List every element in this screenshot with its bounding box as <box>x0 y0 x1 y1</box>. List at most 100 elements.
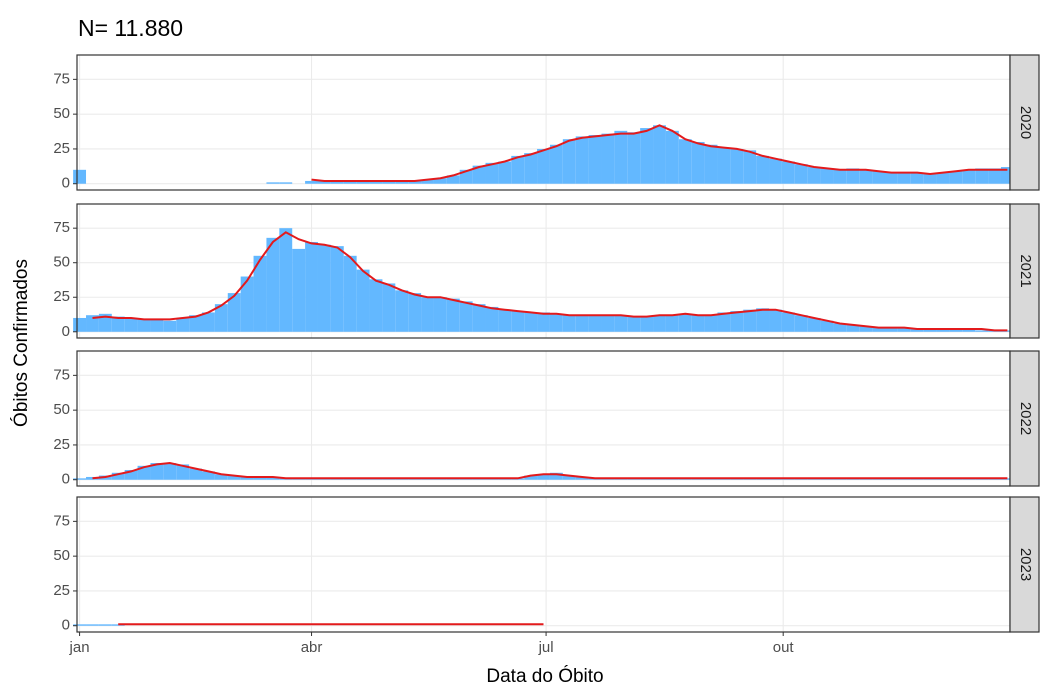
bar <box>317 244 331 332</box>
bar <box>253 476 267 480</box>
bar <box>807 317 821 332</box>
bar <box>86 624 99 626</box>
bar <box>459 301 473 332</box>
bar <box>820 168 834 184</box>
bar <box>266 182 280 184</box>
bar <box>111 472 125 480</box>
bar <box>511 311 525 332</box>
bar <box>910 329 924 332</box>
bar <box>98 313 112 332</box>
bar <box>189 315 203 332</box>
bar <box>640 316 654 332</box>
bar <box>524 312 538 332</box>
bar <box>395 290 409 332</box>
bar <box>137 465 151 480</box>
facet-strip <box>1009 203 1040 339</box>
bar <box>756 308 770 332</box>
bar <box>395 180 409 184</box>
facet-label: 2021 <box>1017 254 1034 287</box>
bar <box>524 475 538 480</box>
y-tick-label: 50 <box>53 254 70 271</box>
facet-label: 2022 <box>1017 402 1034 435</box>
bar <box>202 471 215 480</box>
bar <box>743 150 757 184</box>
bar <box>910 172 924 184</box>
bar <box>266 476 280 480</box>
panel-background <box>77 351 1010 486</box>
bar <box>446 175 460 184</box>
bar <box>279 182 293 184</box>
bar <box>678 313 692 332</box>
bar <box>614 315 628 332</box>
bar <box>498 309 512 332</box>
bar <box>859 169 873 184</box>
bar <box>266 237 280 332</box>
bar <box>421 179 434 184</box>
facet-strip <box>1009 350 1040 487</box>
bar <box>356 269 370 332</box>
bar <box>627 132 641 184</box>
x-tick-label: jan <box>69 639 90 656</box>
bar <box>343 180 357 184</box>
bar <box>330 246 344 332</box>
bar <box>73 624 87 626</box>
y-tick-label: 25 <box>53 140 70 157</box>
bar <box>73 169 87 184</box>
bar <box>988 168 1001 184</box>
bar <box>86 315 99 332</box>
y-tick-label: 0 <box>62 471 70 488</box>
bar <box>369 180 383 184</box>
bar <box>1000 478 1014 480</box>
bar <box>897 172 911 184</box>
bar <box>794 315 808 332</box>
bar <box>717 147 731 184</box>
bar <box>124 317 138 332</box>
y-tick-label: 0 <box>62 617 70 634</box>
bar <box>317 180 331 184</box>
panel-background <box>77 497 1010 632</box>
bar <box>279 228 293 332</box>
bar <box>1000 330 1014 332</box>
facet-label: 2023 <box>1017 548 1034 581</box>
bar <box>846 168 860 184</box>
bar <box>163 463 177 480</box>
bar <box>86 476 99 480</box>
y-tick-label: 25 <box>53 436 70 453</box>
y-tick-label: 25 <box>53 288 70 305</box>
y-tick-label: 75 <box>53 512 70 529</box>
bar <box>601 133 615 184</box>
bar <box>807 167 821 184</box>
bar <box>859 326 873 332</box>
bar <box>653 125 666 184</box>
bar <box>562 139 576 184</box>
bar <box>408 180 422 184</box>
facet-strip <box>1009 496 1040 633</box>
bar <box>704 315 718 332</box>
bar <box>665 130 679 184</box>
bar <box>717 312 731 332</box>
bar <box>665 315 679 332</box>
bar <box>98 624 112 626</box>
bar <box>962 329 976 332</box>
y-axis-label: Óbitos Confirmados <box>10 259 32 427</box>
bar <box>421 297 434 332</box>
bar <box>382 283 396 332</box>
bar <box>575 476 589 480</box>
y-tick-label: 75 <box>53 366 70 383</box>
bar <box>485 162 499 184</box>
y-tick-label: 0 <box>62 323 70 340</box>
bar <box>781 161 795 184</box>
y-tick-label: 50 <box>53 105 70 122</box>
x-tick-label: abr <box>301 639 323 656</box>
bar <box>601 315 615 332</box>
bar <box>73 478 87 480</box>
bar <box>781 312 795 332</box>
bar <box>305 180 318 184</box>
bar <box>949 329 963 332</box>
bar <box>330 180 344 184</box>
bar <box>820 320 834 332</box>
bar <box>485 306 499 332</box>
bar <box>653 315 666 332</box>
bar <box>446 298 460 332</box>
